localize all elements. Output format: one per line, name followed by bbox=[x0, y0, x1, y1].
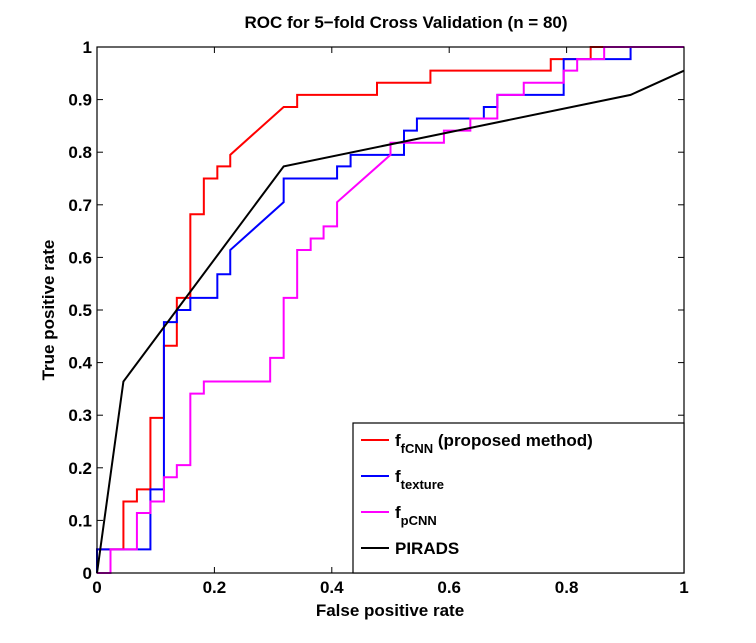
y-tick-label: 0.5 bbox=[68, 301, 92, 320]
y-tick-label: 0.8 bbox=[68, 143, 92, 162]
legend-label-texture: ftexture bbox=[395, 467, 444, 492]
x-tick-label: 0.4 bbox=[320, 578, 344, 597]
plot-area bbox=[96, 46, 685, 574]
y-tick-label: 0.1 bbox=[68, 511, 92, 530]
y-tick-label: 0.9 bbox=[68, 91, 92, 110]
x-tick-label: 1 bbox=[679, 578, 688, 597]
legend-label-pcnn: fpCNN bbox=[395, 503, 437, 528]
series-line-fcnn bbox=[96, 46, 684, 573]
series-line-pcnn bbox=[97, 46, 684, 574]
legend-label-pirads: PIRADS bbox=[395, 539, 459, 558]
series-line-pirads bbox=[96, 69, 685, 574]
y-tick-label: 0.2 bbox=[68, 459, 92, 478]
chart-title: ROC for 5−fold Cross Validation (n = 80) bbox=[244, 13, 567, 32]
x-tick-label: 0.2 bbox=[203, 578, 227, 597]
y-tick-label: 1 bbox=[83, 38, 92, 57]
legend-box bbox=[352, 422, 685, 574]
y-tick-label: 0.6 bbox=[68, 248, 92, 267]
y-tick-label: 0.3 bbox=[68, 406, 92, 425]
y-tick-label: 0.4 bbox=[68, 354, 92, 373]
legend-label-fcnn: ffCNN (proposed method) bbox=[395, 431, 593, 456]
x-axis-label: False positive rate bbox=[316, 601, 464, 620]
y-axis-label: True positive rate bbox=[39, 240, 58, 381]
x-tick-label: 0.6 bbox=[437, 578, 461, 597]
legend: ffCNN (proposed method) ftexture fpCNN PIRA… bbox=[352, 422, 685, 574]
y-tick-label: 0.7 bbox=[68, 196, 92, 215]
x-tick-label: 0.8 bbox=[555, 578, 579, 597]
y-tick-label: 0 bbox=[83, 564, 92, 583]
x-tick-label: 0 bbox=[92, 578, 101, 597]
